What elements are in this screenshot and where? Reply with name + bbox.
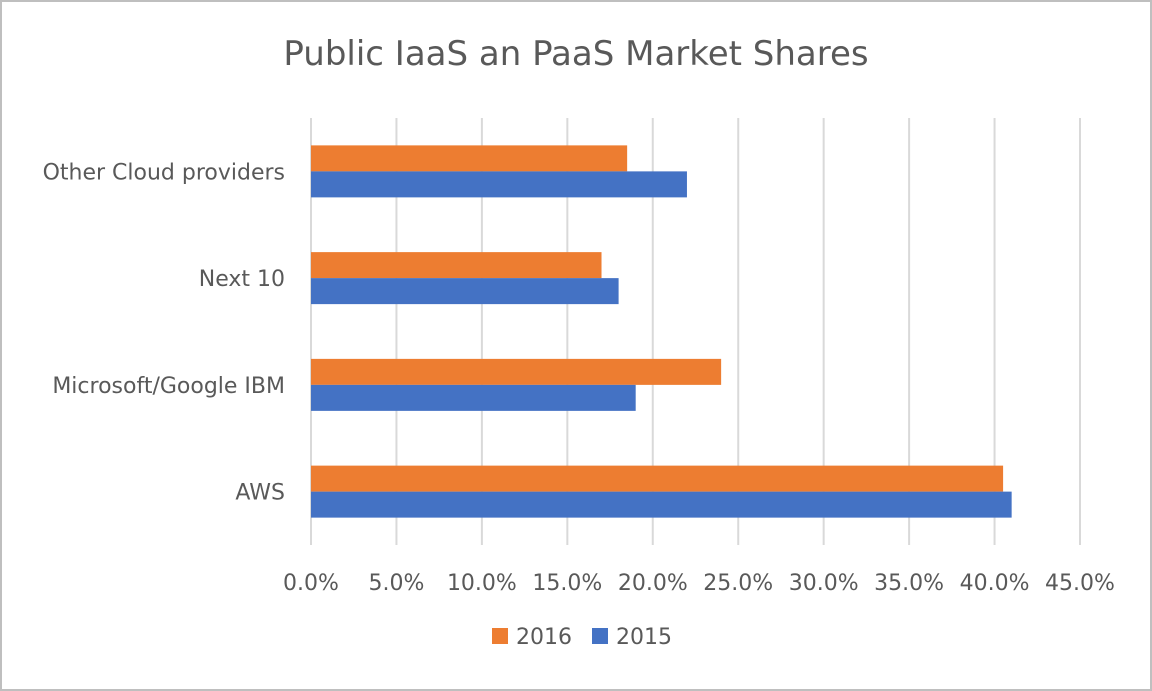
category-label-0: AWS xyxy=(235,481,285,506)
category-label-3: Other Cloud providers xyxy=(43,160,285,185)
category-labels: AWS Microsoft/Google IBM Next 10 Other Clou… xyxy=(43,160,285,505)
chart-title: Public IaaS an PaaS Market Shares xyxy=(283,34,868,74)
x-tick-label-5: 25.0% xyxy=(703,571,773,596)
legend-swatch-2016 xyxy=(492,628,508,644)
x-tick-label-9: 45.0% xyxy=(1045,571,1115,596)
x-tick-label-1: 5.0% xyxy=(368,571,424,596)
bar-2016-0 xyxy=(311,465,1004,492)
x-tick-labels: 0.0% 5.0% 10.0% 15.0% 20.0% 25.0% 30.0% 35.0% 40… xyxy=(283,571,1115,596)
category-label-1: Microsoft/Google IBM xyxy=(52,374,285,399)
x-tick-label-0: 0.0% xyxy=(283,571,339,596)
legend-label-2015: 2015 xyxy=(616,625,672,650)
x-tick-label-4: 20.0% xyxy=(618,571,688,596)
bars xyxy=(311,145,1012,518)
x-tick-label-2: 10.0% xyxy=(447,571,517,596)
category-label-2: Next 10 xyxy=(199,267,285,292)
bar-2015-0 xyxy=(311,491,1012,518)
legend-swatch-2015 xyxy=(592,628,608,644)
legend: 2016 2015 xyxy=(492,625,672,650)
bar-2016-1 xyxy=(311,358,722,385)
bar-2015-3 xyxy=(311,171,687,198)
bar-2015-1 xyxy=(311,384,636,411)
bar-2016-2 xyxy=(311,252,602,279)
x-tick-label-6: 30.0% xyxy=(789,571,859,596)
x-tick-label-3: 15.0% xyxy=(532,571,602,596)
legend-label-2016: 2016 xyxy=(516,625,572,650)
bar-2016-3 xyxy=(311,145,628,172)
bar-2015-2 xyxy=(311,278,619,305)
x-tick-label-8: 40.0% xyxy=(960,571,1030,596)
x-tick-label-7: 35.0% xyxy=(874,571,944,596)
